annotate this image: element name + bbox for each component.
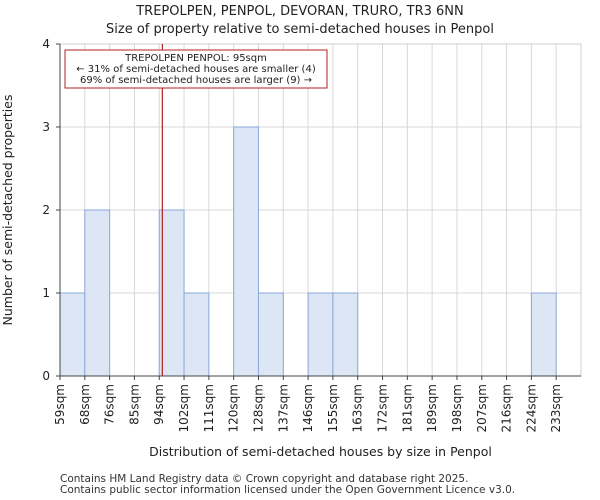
bar-120sqm — [233, 126, 259, 377]
annotation-line-2: ← 31% of semi-detached houses are smalle… — [76, 64, 316, 75]
x-tick-label: 172sqm — [376, 384, 390, 432]
footer-copyright: Contains HM Land Registry data © Crown c… — [60, 473, 469, 485]
x-tick-label: 189sqm — [425, 384, 439, 432]
y-tick-label: 1 — [42, 286, 50, 300]
bar-94sqm — [158, 209, 185, 377]
x-tick-label: 76sqm — [103, 384, 117, 425]
x-tick-label: 68sqm — [78, 384, 92, 425]
x-tick-label: 94sqm — [152, 384, 166, 425]
footer-licence: Contains public sector information licen… — [60, 484, 516, 496]
annotation-line-3: 69% of semi-detached houses are larger (… — [80, 75, 312, 86]
x-tick-label: 102sqm — [177, 384, 191, 432]
bar-128sqm — [257, 292, 284, 377]
x-tick-label: 128sqm — [251, 384, 265, 432]
x-tick-label: 216sqm — [500, 384, 514, 432]
y-tick-label: 0 — [42, 369, 50, 383]
chart-title: TREPOLPEN, PENPOL, DEVORAN, TRURO, TR3 6… — [136, 4, 464, 19]
x-tick-label: 137sqm — [276, 384, 290, 432]
y-tick-label: 4 — [42, 37, 50, 51]
x-tick-label: 163sqm — [351, 384, 365, 432]
x-tick-label: 198sqm — [450, 384, 464, 432]
x-tick-label: 85sqm — [127, 384, 141, 425]
x-tick-label: 233sqm — [549, 384, 563, 432]
bar-146sqm — [307, 292, 334, 377]
x-tick-label: 146sqm — [301, 384, 315, 432]
chart-subtitle: Size of property relative to semi-detach… — [106, 22, 494, 37]
annotation-line-1: TREPOLPEN PENPOL: 95sqm — [124, 53, 267, 64]
x-axis-label: Distribution of semi-detached houses by … — [149, 444, 492, 459]
bar-155sqm — [332, 292, 359, 377]
x-tick-label: 207sqm — [475, 384, 489, 432]
bar-224sqm — [530, 292, 557, 377]
y-tick-label: 3 — [42, 120, 50, 134]
x-tick-label: 111sqm — [202, 384, 216, 432]
bar-102sqm — [183, 292, 210, 377]
x-tick-label: 120sqm — [227, 384, 241, 432]
x-tick-label: 155sqm — [326, 384, 340, 432]
y-axis-label: Number of semi-detached properties — [0, 95, 15, 326]
x-tick-label: 181sqm — [400, 384, 414, 432]
bar-68sqm — [84, 209, 111, 377]
x-tick-label: 224sqm — [524, 384, 538, 432]
x-tick-label: 59sqm — [53, 384, 67, 425]
bar-59sqm — [59, 292, 86, 377]
y-tick-label: 2 — [42, 203, 50, 217]
annotation-box — [64, 49, 328, 89]
